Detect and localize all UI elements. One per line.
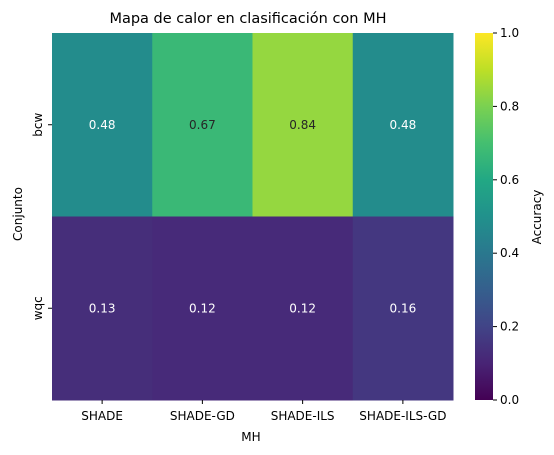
x-tick-label: SHADE-ILS (271, 409, 335, 423)
heatmap-cell-labels: 0.48 0.67 0.84 0.48 0.13 0.12 0.12 0.16 (89, 118, 416, 316)
cell-value-label: 0.67 (189, 118, 216, 132)
heatmap-cell (152, 33, 253, 217)
colorbar (475, 33, 493, 400)
y-tick-label: wqc (31, 296, 45, 320)
y-tick-label: bcw (31, 113, 45, 137)
heatmap-cell (252, 33, 354, 217)
x-tick-label: SHADE-GD (170, 409, 235, 423)
heatmap-cell (52, 216, 153, 401)
heatmap-cells (52, 33, 454, 401)
y-axis-ticks: bcw wqc (31, 113, 52, 320)
x-axis-ticks: SHADE SHADE-GD SHADE-ILS SHADE-ILS-GD (81, 400, 446, 423)
colorbar-ticks: 0.0 0.2 0.4 0.6 0.8 1.0 (493, 26, 519, 407)
cell-value-label: 0.12 (289, 301, 316, 315)
cell-value-label: 0.48 (390, 118, 417, 132)
colorbar-tick-label: 0.4 (500, 246, 519, 260)
x-axis-label: MH (241, 430, 260, 444)
heatmap-cell (252, 216, 354, 401)
x-tick-label: SHADE (81, 409, 123, 423)
colorbar-tick-label: 0.0 (500, 393, 519, 407)
cell-value-label: 0.13 (89, 301, 116, 315)
colorbar-tick-label: 0.2 (500, 320, 519, 334)
heatmap-cell (352, 33, 454, 217)
colorbar-tick-label: 0.6 (500, 173, 519, 187)
colorbar-label: Accuracy (530, 190, 544, 245)
cell-value-label: 0.12 (189, 301, 216, 315)
colorbar-tick-label: 1.0 (500, 26, 519, 40)
chart-title: Mapa de calor en clasificación con MH (109, 11, 386, 27)
heatmap-cell (152, 216, 253, 401)
cell-value-label: 0.48 (89, 118, 116, 132)
x-tick-label: SHADE-ILS-GD (359, 409, 446, 423)
colorbar-tick-label: 0.8 (500, 99, 519, 113)
y-axis-label: Conjunto (11, 187, 25, 241)
cell-value-label: 0.16 (390, 301, 417, 315)
heatmap-cell (352, 216, 454, 401)
cell-value-label: 0.84 (289, 118, 316, 132)
heatmap-cell (52, 33, 153, 217)
